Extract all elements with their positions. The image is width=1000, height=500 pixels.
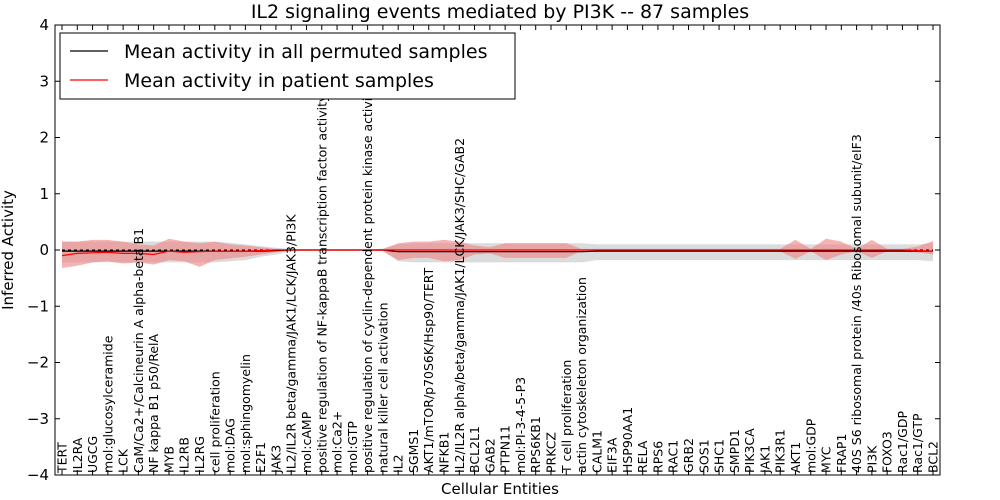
x-tick-label: NFKB1 (437, 432, 452, 473)
x-tick-label: UGCG (85, 436, 100, 473)
x-tick-label: mol:Ca2+ (330, 411, 345, 473)
x-tick-label: FOXO3 (880, 431, 895, 473)
x-tick-label: mol:DAG (223, 418, 238, 473)
x-tick-label: Rac1/GTP (910, 413, 925, 473)
x-tick-label: natural killer cell activation (375, 302, 390, 473)
x-tick-label: FRAP1 (834, 434, 849, 473)
x-tick-label: RPS6 (650, 441, 665, 473)
x-tick-label: SHC1 (712, 439, 727, 473)
x-tick-label: IL2RA (70, 437, 85, 473)
x-tick-label: NF kappa B1 p50/RelA (146, 333, 161, 473)
x-tick-label: PIK3R1 (773, 429, 788, 473)
x-tick-label: RAC1 (666, 440, 681, 473)
y-tick-label: −2 (27, 354, 49, 372)
x-tick-label: IL2/IL2R alpha/beta/gamma/JAK1/LCK/JAK3/… (452, 138, 467, 473)
legend: Mean activity in all permuted samples Me… (59, 32, 516, 100)
y-axis: −4 −3 −2 −1 0 1 2 3 4 (27, 16, 940, 484)
x-tick-label: BCL2L1 (467, 426, 482, 473)
x-tick-label: GRB2 (681, 438, 696, 473)
x-tick-label: IL2/IL2R beta/gamma/JAK1/LCK/JAK3/PI3K (284, 214, 299, 473)
y-tick-label: 3 (39, 72, 49, 90)
x-tick-label: EIF3A (605, 437, 620, 473)
series-lines (61, 249, 934, 257)
x-tick-label: actin cytoskeleton organization (574, 277, 589, 473)
x-tick-label: cell proliferation (207, 371, 222, 473)
legend-box (59, 32, 516, 100)
x-tick-label: HSP90AA1 (620, 407, 635, 473)
y-tick-label: 1 (39, 185, 49, 203)
x-axis: TERT IL2RA UGCG mol:glucosylceramide LCK CaM/… (55, 25, 941, 475)
x-tick-label: BCL2 (926, 441, 941, 473)
x-axis-label: Cellular Entities (441, 480, 559, 498)
x-tick-label: AKT1 (788, 442, 803, 473)
x-tick-label: JAK3 (268, 445, 283, 474)
x-tick-label: mol:cAMP (299, 411, 314, 473)
x-tick-label: PI3K (864, 445, 879, 473)
legend-label-permuted: Mean activity in all permuted samples (124, 41, 487, 63)
x-tick-label: TERT (55, 442, 70, 474)
x-tick-label: mol:glucosylceramide (100, 335, 115, 473)
y-tick-label: −3 (27, 410, 49, 428)
x-tick-label: MYB (162, 446, 177, 473)
x-tick-label: T cell proliferation (559, 360, 574, 474)
x-tick-label: SOS1 (696, 439, 711, 473)
x-tick-label: PIK3CA (742, 428, 757, 473)
x-tick-label: PRKCZ (544, 432, 559, 473)
series-line-patient (61, 249, 934, 257)
x-tick-label: GAB2 (482, 438, 497, 473)
x-tick-label: positive regulation of cyclin-dependent … (360, 85, 375, 473)
y-tick-label: 4 (39, 16, 49, 34)
legend-label-patient: Mean activity in patient samples (124, 70, 434, 92)
x-tick-label: mol:GTP (345, 421, 360, 473)
x-tick-label: SMPD1 (727, 429, 742, 473)
x-tick-label: CALM1 (589, 430, 604, 473)
x-tick-label: LCK (116, 448, 131, 473)
y-tick-label: −4 (27, 466, 49, 484)
y-tick-label: 2 (39, 129, 49, 147)
x-tick-label: PTPN11 (498, 425, 513, 473)
x-tick-label: MYC (819, 446, 834, 473)
x-tick-label: IL2RB (177, 437, 192, 473)
x-tick-label: Rac1/GDP (895, 411, 910, 473)
x-tick-label: mol:PI-3-4-5-P3 (513, 377, 528, 473)
x-tick-label: RELA (635, 440, 650, 473)
x-tick-label: IL2 (391, 454, 406, 473)
x-tick-label: mol:sphingomyelin (238, 354, 253, 473)
x-tick-label: E2F1 (253, 442, 268, 473)
y-tick-label: −1 (27, 297, 49, 315)
x-tick-label: positive regulation of NF-kappaB transcr… (314, 94, 329, 473)
x-tick-label: mol:GDP (803, 418, 818, 473)
x-tick-label: 40S S6 ribosomal protein /40s Ribosomal … (849, 134, 864, 473)
y-tick-label: 0 (39, 241, 49, 259)
y-axis-label: Inferred Activity (0, 190, 17, 310)
x-tick-label: SGMS1 (406, 429, 421, 473)
x-tick-label: RPS6KB1 (528, 416, 543, 473)
x-tick-label: CaM/Ca2+/Calcineurin A alpha-beta B1 (131, 228, 146, 473)
chart-title: IL2 signaling events mediated by PI3K --… (251, 1, 749, 23)
band-patient (62, 238, 933, 268)
x-tick-label: JAK1 (757, 445, 772, 474)
x-tick-label: IL2RG (192, 436, 207, 473)
x-tick-label: AKT1/mTOR/p70S6K/Hsp90/TERT (421, 267, 436, 473)
